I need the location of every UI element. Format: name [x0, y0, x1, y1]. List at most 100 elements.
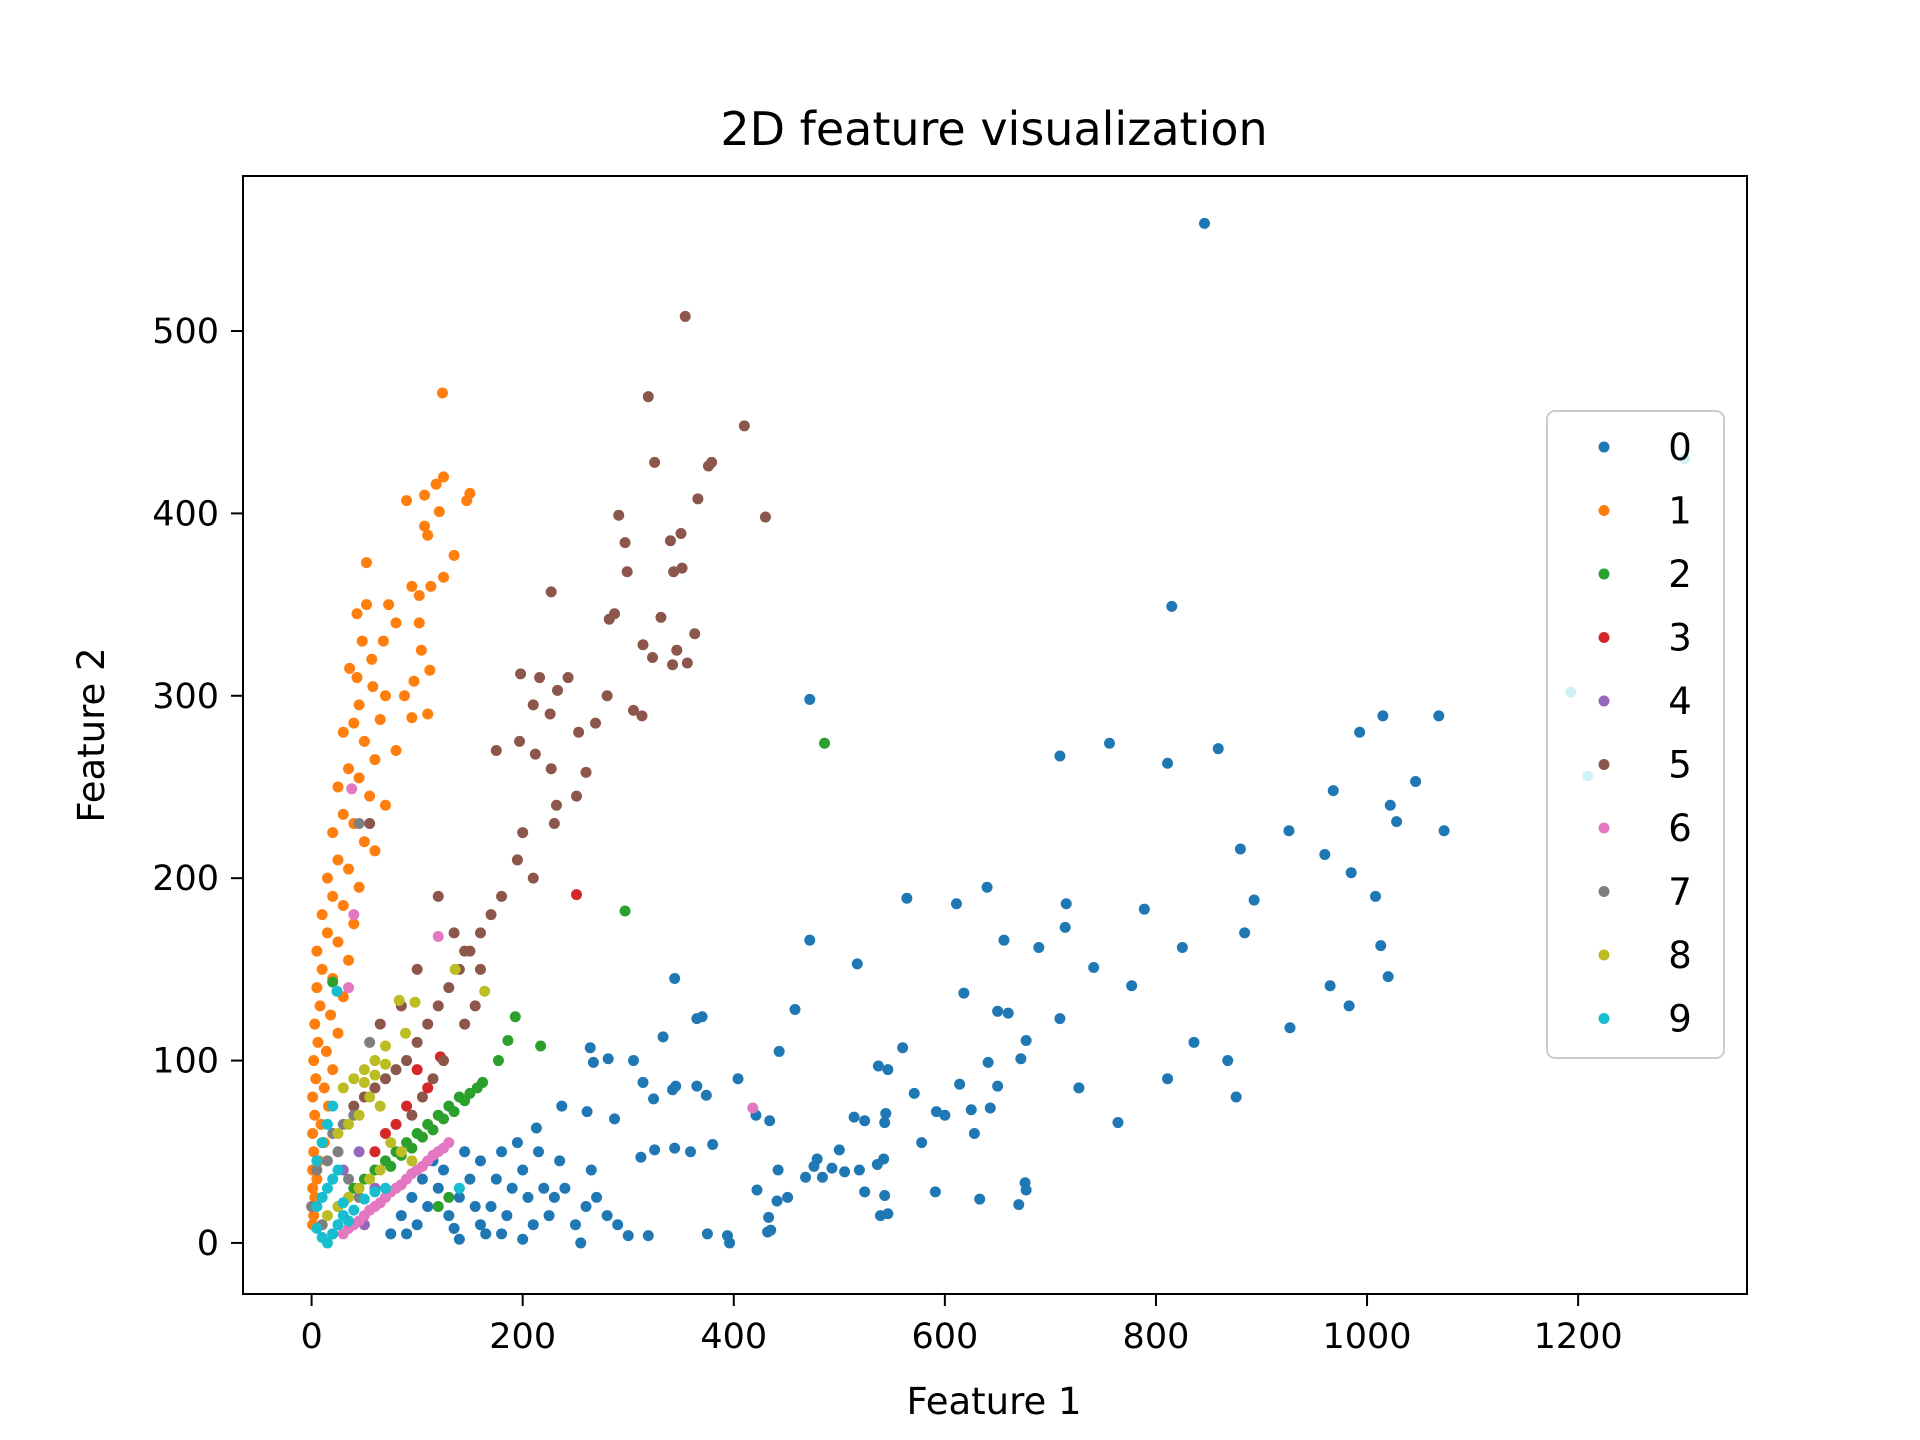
data-point [707, 1138, 719, 1150]
data-point [691, 1080, 703, 1092]
legend-label-9: 9 [1668, 998, 1692, 1041]
data-point [348, 1204, 360, 1216]
data-point [701, 1228, 713, 1240]
data-point [571, 889, 583, 901]
data-point [501, 1210, 513, 1222]
data-point [346, 783, 358, 795]
data-point [569, 1219, 581, 1231]
data-point [950, 898, 962, 910]
data-point [573, 726, 585, 738]
data-point [545, 763, 557, 775]
data-point [800, 1171, 812, 1183]
data-point [580, 1200, 592, 1212]
legend-label-4: 4 [1668, 680, 1692, 723]
data-point [859, 1115, 871, 1127]
data-point [351, 608, 363, 620]
data-point [601, 690, 613, 702]
data-point [311, 1155, 323, 1167]
data-point [751, 1184, 763, 1196]
data-point [448, 927, 460, 939]
data-point [332, 1146, 344, 1158]
data-point [591, 1191, 603, 1203]
data-point [1384, 799, 1396, 811]
data-point [692, 493, 704, 505]
data-point [308, 1210, 320, 1222]
data-point [1002, 1007, 1014, 1019]
data-point [332, 936, 344, 948]
data-point [562, 672, 574, 684]
data-point [1248, 894, 1260, 906]
data-point [453, 1182, 465, 1194]
data-point [669, 972, 681, 984]
data-point [879, 1190, 891, 1202]
data-point [411, 1219, 423, 1231]
data-point [469, 1200, 481, 1212]
data-point [1239, 927, 1251, 939]
data-point [432, 1200, 444, 1212]
data-point [327, 827, 339, 839]
data-point [443, 1210, 455, 1222]
data-point [1166, 600, 1178, 612]
legend-label-3: 3 [1668, 617, 1692, 660]
data-point [1059, 921, 1071, 933]
data-point [1013, 1199, 1025, 1211]
data-point [390, 617, 402, 629]
data-point [422, 708, 434, 720]
data-point [419, 489, 431, 501]
data-point [492, 1055, 504, 1067]
data-point [621, 566, 633, 578]
data-point [308, 1146, 320, 1158]
data-point [337, 1082, 349, 1094]
data-point [668, 566, 680, 578]
data-point [390, 1118, 402, 1130]
data-point [395, 1146, 407, 1158]
data-point [358, 1064, 370, 1076]
data-point [343, 1173, 355, 1185]
data-point [998, 934, 1010, 946]
data-point [369, 845, 381, 857]
data-point [307, 1182, 319, 1194]
data-point [432, 890, 444, 902]
data-point [511, 1137, 523, 1149]
data-point [395, 1179, 407, 1191]
data-point [327, 1173, 339, 1185]
data-point [453, 1233, 465, 1245]
data-point [826, 1162, 838, 1174]
data-point [383, 599, 395, 611]
data-point [311, 982, 323, 994]
data-point [344, 662, 356, 674]
data-point [496, 1146, 508, 1158]
data-point [609, 1113, 621, 1125]
data-point [667, 1084, 679, 1096]
data-point [332, 1027, 344, 1039]
data-point [464, 1173, 476, 1185]
data-point [343, 982, 355, 994]
data-point [612, 1219, 624, 1231]
data-point [325, 1009, 337, 1021]
data-point [545, 586, 557, 598]
data-point [343, 1118, 355, 1130]
data-point [1369, 890, 1381, 902]
data-point [485, 1200, 497, 1212]
data-point [544, 708, 556, 720]
data-point [636, 710, 648, 722]
plot-frame [242, 175, 1748, 1295]
data-point [358, 1076, 370, 1088]
y-tick-label: 300 [152, 677, 219, 717]
data-point [848, 1111, 860, 1123]
data-point [366, 653, 378, 665]
data-point [406, 1155, 418, 1167]
legend-marker-5 [1598, 759, 1610, 770]
data-point [379, 799, 391, 811]
series-5-points [348, 310, 771, 1121]
data-point [1020, 1034, 1032, 1046]
data-point [474, 963, 486, 975]
data-point [353, 772, 365, 784]
data-point [958, 987, 970, 999]
data-point [1230, 1091, 1242, 1103]
data-point [327, 890, 339, 902]
data-point [469, 1000, 481, 1012]
data-point [984, 1102, 996, 1114]
data-point [443, 982, 455, 994]
data-point [581, 1106, 593, 1118]
